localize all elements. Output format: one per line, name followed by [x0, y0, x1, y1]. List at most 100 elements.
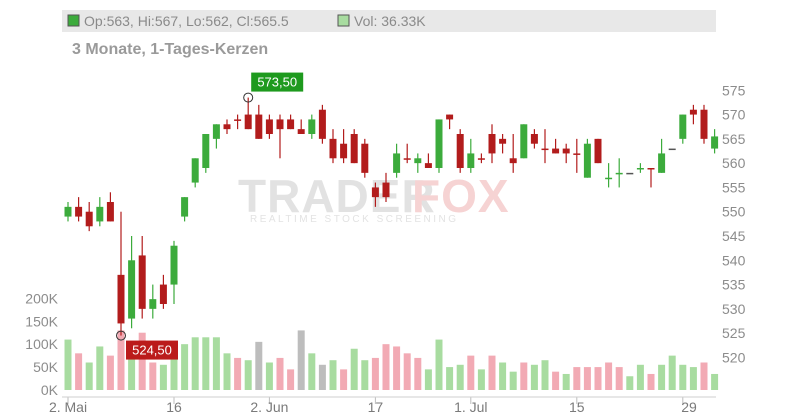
candle-body — [382, 182, 390, 198]
x-axis: 2. Mai 16 2. Jun 17 1. Jul 15 29 — [49, 396, 716, 415]
candle-body — [223, 124, 231, 130]
price-tick-label: 560 — [722, 155, 746, 171]
candle-layer — [64, 97, 719, 336]
volume-bar — [85, 362, 93, 390]
candle-body — [234, 119, 242, 121]
volume-bar — [255, 341, 263, 390]
candle-body — [276, 119, 284, 130]
high-marker-circle — [243, 92, 254, 103]
price-tick-label: 520 — [722, 349, 746, 365]
volume-bar — [520, 362, 528, 390]
volume-bar — [700, 362, 708, 390]
low-marker-label: 524,50 — [132, 343, 172, 358]
candle-body — [403, 158, 411, 160]
candle-body — [191, 158, 199, 183]
volume-bar — [106, 355, 114, 390]
volume-bar — [361, 360, 369, 390]
candle-body — [456, 134, 464, 168]
volume-bar — [340, 369, 348, 390]
candle-body — [562, 148, 570, 154]
volume-bar — [605, 362, 613, 390]
candle-body — [329, 138, 337, 159]
candle-body — [361, 143, 369, 173]
price-tick-label: 555 — [722, 179, 746, 195]
legend-ohlc-swatch — [67, 14, 80, 27]
candle-body — [689, 109, 697, 115]
volume-tick-label: 150K — [25, 313, 58, 329]
volume-bar — [265, 362, 273, 390]
watermark-brand-b: FOX — [412, 170, 510, 222]
candle-body — [647, 168, 655, 170]
candle-body — [371, 187, 379, 198]
candle-body — [85, 211, 93, 227]
volume-bar — [223, 353, 231, 390]
volume-bar — [658, 364, 666, 390]
volume-bar — [668, 355, 676, 390]
x-tick-label: 17 — [368, 399, 384, 415]
watermark: TRADER FOX REALTIME STOCK SCREENING — [238, 170, 510, 225]
candle-body — [711, 136, 719, 149]
volume-bar — [138, 332, 146, 390]
volume-bar — [212, 337, 220, 390]
volume-bar — [414, 357, 422, 390]
volume-bar — [403, 353, 411, 390]
candle-body — [477, 158, 485, 160]
volume-tick-label: 0K — [41, 382, 59, 398]
volume-bar — [393, 346, 401, 390]
low-marker-circle — [116, 330, 126, 341]
volume-bar — [636, 364, 644, 390]
volume-bar — [530, 364, 538, 390]
candle-body — [499, 138, 507, 144]
candle-body — [679, 114, 687, 139]
volume-bar — [552, 371, 560, 390]
candle-body — [467, 153, 475, 168]
candle-body — [308, 119, 316, 134]
candle-body — [424, 163, 432, 168]
volume-bar — [562, 373, 570, 390]
candle-body — [340, 143, 348, 159]
volume-bar — [318, 364, 326, 390]
volume-bar — [191, 337, 199, 390]
candle-body — [636, 168, 644, 170]
volume-bar — [287, 369, 295, 390]
legend-ohlc-text: Op:563, Hi:567, Lo:562, Cl:565.5 — [84, 13, 289, 29]
volume-bar — [350, 348, 358, 390]
candle-body — [594, 138, 602, 164]
x-tick-label: 2. Jun — [250, 399, 288, 415]
candle-body — [350, 134, 358, 164]
volume-bar — [64, 339, 72, 390]
volume-tick-label: 100K — [25, 336, 58, 352]
candle-body — [149, 299, 157, 309]
volume-bar — [75, 353, 83, 390]
candle-body — [626, 172, 634, 175]
candle-body — [530, 134, 538, 144]
volume-bar — [541, 360, 549, 390]
volume-tick-label: 50K — [33, 359, 59, 375]
high-marker-label: 573,50 — [257, 75, 297, 90]
candle-body — [96, 206, 104, 222]
candle-body — [117, 274, 125, 324]
volume-bar — [202, 337, 210, 390]
high-marker-box — [251, 72, 304, 92]
candle-body — [488, 134, 496, 154]
candle-body — [75, 206, 83, 217]
price-tick-label: 540 — [722, 252, 746, 268]
volume-bar — [382, 344, 390, 390]
volume-bar — [181, 344, 189, 390]
x-tick-label: 1. Jul — [454, 399, 487, 415]
volume-bar — [159, 364, 167, 390]
volume-bar — [456, 364, 464, 390]
volume-bar — [679, 364, 687, 390]
candle-body — [318, 109, 326, 139]
candle-body — [573, 153, 581, 155]
candle-body — [583, 143, 591, 178]
candle-body — [541, 148, 549, 151]
price-tick-label: 535 — [722, 277, 746, 293]
price-tick-label: 570 — [722, 107, 746, 123]
candle-body — [138, 255, 146, 309]
volume-bar — [149, 362, 157, 390]
watermark-tagline: REALTIME STOCK SCREENING — [250, 214, 459, 225]
legend-bar — [62, 10, 716, 32]
candle-body — [128, 260, 136, 319]
